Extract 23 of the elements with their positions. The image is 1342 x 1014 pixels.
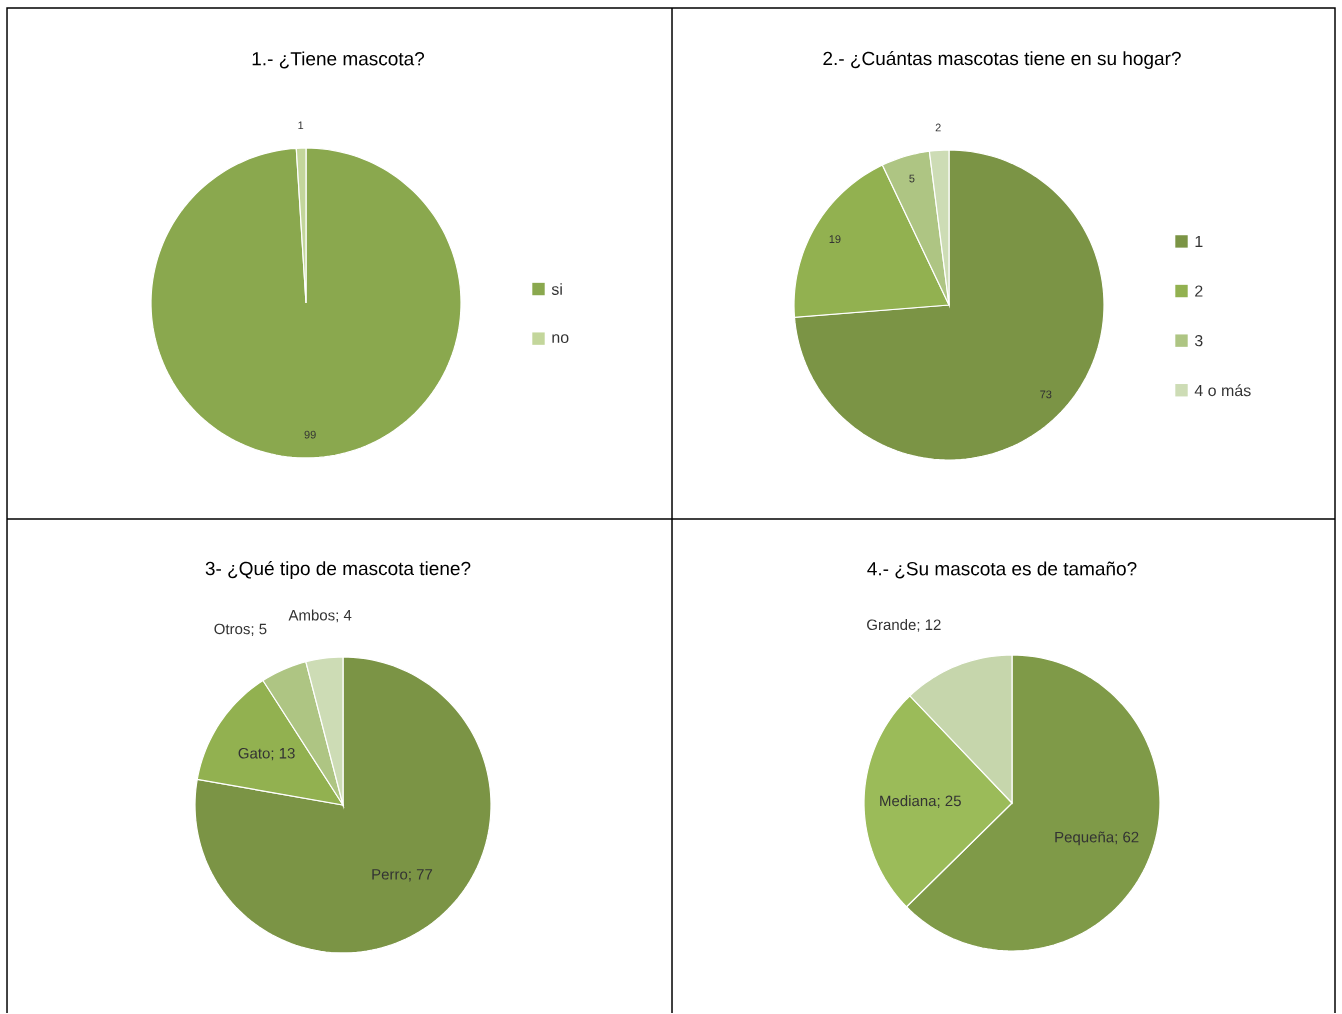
chart-title: 4.- ¿Su mascota es de tamaño? [867, 561, 1137, 579]
data-label: Pequeña; 62 [1055, 831, 1139, 846]
legend-label: 1 [1195, 236, 1203, 248]
data-label: Ambos; 4 [288, 609, 352, 623]
data-label: Grande; 12 [867, 619, 941, 632]
chart-title: 2.- ¿Cuántas mascotas tiene en su hogar? [823, 51, 1181, 70]
chart-title: 3- ¿Qué tipo de mascota tiene? [205, 561, 471, 580]
legend-label: 4 o más [1194, 384, 1251, 397]
data-label: 2 [935, 123, 941, 132]
data-label: 1 [298, 121, 304, 130]
legend-label: 3 [1194, 335, 1203, 347]
data-label: Mediana; 25 [880, 795, 961, 809]
data-label: 5 [909, 174, 915, 183]
legend-label: si [551, 283, 562, 296]
chart-title: 1.- ¿Tiene mascota? [252, 51, 425, 69]
data-label: Otros; 5 [214, 623, 267, 637]
legend-label: 2 [1195, 285, 1203, 297]
data-label: Perro; 77 [372, 869, 433, 882]
data-label: Gato; 13 [238, 748, 295, 761]
data-label: 99 [304, 430, 316, 439]
data-label: 73 [1040, 390, 1052, 399]
legend-label: no [552, 334, 569, 344]
data-label: 19 [829, 235, 841, 244]
